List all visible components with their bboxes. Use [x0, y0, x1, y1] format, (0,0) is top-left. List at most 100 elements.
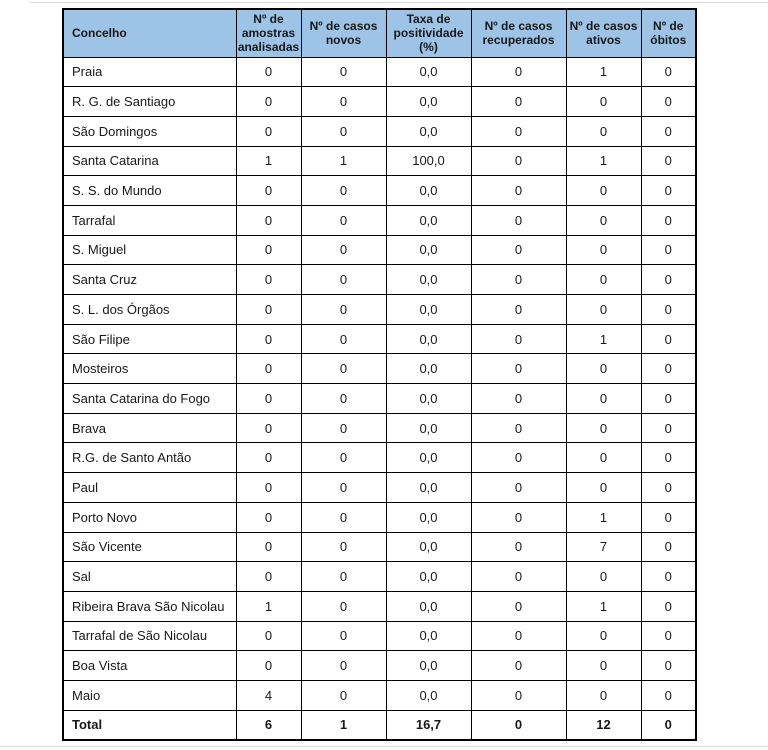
value-cell: 0: [470, 650, 567, 681]
value-cell: 0: [640, 145, 697, 177]
concelho-cell: São Domingos: [62, 115, 237, 147]
table-header-row: Concelho Nº de amostras analisadas Nº de…: [62, 8, 697, 58]
value-cell: 0: [640, 383, 697, 414]
table-row: Santa Cruz 0 0 0,0 0 0 0: [62, 264, 697, 295]
column-header-casos-novos: Nº de casos novos: [300, 8, 387, 58]
value-cell: 0,0: [385, 353, 472, 385]
concelho-cell: Boa Vista: [62, 650, 237, 681]
page-edge-line-bottom: [0, 746, 768, 747]
value-cell: 0: [565, 442, 642, 474]
value-cell: 1: [565, 145, 642, 177]
value-cell: 0: [235, 86, 302, 117]
value-cell: 0: [300, 115, 387, 147]
value-cell: 0,0: [385, 234, 472, 266]
value-cell: 0: [300, 472, 387, 503]
value-cell: 0: [640, 442, 697, 474]
value-cell: 0: [640, 561, 697, 592]
concelho-cell: Praia: [62, 56, 237, 88]
value-cell: 0: [470, 264, 567, 295]
value-cell: 0: [300, 175, 387, 206]
value-cell: 0,0: [385, 175, 472, 206]
value-cell: 0: [470, 234, 567, 266]
value-cell: 0,0: [385, 679, 472, 711]
value-cell: 0,0: [385, 86, 472, 117]
value-cell: 0: [640, 234, 697, 266]
value-cell: 0: [470, 383, 567, 414]
value-cell: 0: [640, 323, 697, 355]
value-cell: 0: [470, 115, 567, 147]
value-cell: 0: [300, 561, 387, 592]
table-row: Santa Catarina 1 1 100,0 0 1 0: [62, 145, 697, 177]
value-cell: 0: [640, 353, 697, 385]
value-cell: 4: [235, 679, 302, 711]
concelho-cell: Porto Novo: [62, 501, 237, 533]
value-cell: 6: [235, 709, 302, 741]
value-cell: 0: [235, 383, 302, 414]
value-cell: 0: [235, 175, 302, 206]
concelho-cell: Santa Cruz: [62, 264, 237, 295]
concelho-cell: Tarrafal de São Nicolau: [62, 620, 237, 652]
value-cell: 0: [300, 323, 387, 355]
value-cell: 0: [470, 353, 567, 385]
concelho-cell: Tarrafal: [62, 204, 237, 236]
value-cell: 0,0: [385, 442, 472, 474]
value-cell: 100,0: [385, 145, 472, 177]
table-row: Sal 0 0 0,0 0 0 0: [62, 561, 697, 592]
value-cell: 0: [470, 56, 567, 88]
value-cell: 0: [300, 204, 387, 236]
concelho-cell: Sal: [62, 561, 237, 592]
value-cell: 0: [235, 234, 302, 266]
value-cell: 0,0: [385, 531, 472, 563]
value-cell: 0: [640, 650, 697, 681]
value-cell: 0: [565, 679, 642, 711]
value-cell: 0: [640, 709, 697, 741]
value-cell: 0: [300, 86, 387, 117]
value-cell: 0: [640, 294, 697, 325]
table-row: Ribeira Brava São Nicolau 1 0 0,0 0 1 0: [62, 590, 697, 622]
table-row: São Filipe 0 0 0,0 0 1 0: [62, 323, 697, 355]
value-cell: 0: [640, 472, 697, 503]
value-cell: 0: [640, 679, 697, 711]
value-cell: 1: [565, 56, 642, 88]
value-cell: 0: [235, 531, 302, 563]
covid-municipality-table: Concelho Nº de amostras analisadas Nº de…: [62, 8, 697, 741]
value-cell: 0: [470, 531, 567, 563]
value-cell: 0,0: [385, 501, 472, 533]
table-row: Boa Vista 0 0 0,0 0 0 0: [62, 650, 697, 681]
value-cell: 16,7: [385, 709, 472, 741]
value-cell: 0: [470, 501, 567, 533]
value-cell: 0: [470, 620, 567, 652]
value-cell: 0: [300, 412, 387, 444]
value-cell: 0: [300, 383, 387, 414]
value-cell: 0: [565, 353, 642, 385]
value-cell: 0,0: [385, 590, 472, 622]
concelho-cell: Maio: [62, 679, 237, 711]
value-cell: 0: [300, 56, 387, 88]
table-row: São Domingos 0 0 0,0 0 0 0: [62, 115, 697, 147]
value-cell: 0,0: [385, 323, 472, 355]
concelho-cell: S. S. do Mundo: [62, 175, 237, 206]
value-cell: 0: [300, 679, 387, 711]
table-row: Paul 0 0 0,0 0 0 0: [62, 472, 697, 503]
table-row: S. L. dos Órgãos 0 0 0,0 0 0 0: [62, 294, 697, 325]
value-cell: 0: [565, 264, 642, 295]
concelho-cell: R.G. de Santo Antão: [62, 442, 237, 474]
value-cell: 0: [235, 294, 302, 325]
value-cell: 0: [565, 86, 642, 117]
column-header-ativos: Nº de casos ativos: [565, 8, 642, 58]
value-cell: 0,0: [385, 620, 472, 652]
column-header-concelho: Concelho: [62, 8, 237, 58]
value-cell: 0: [565, 175, 642, 206]
value-cell: 0,0: [385, 412, 472, 444]
value-cell: 0: [300, 234, 387, 266]
column-header-taxa-positividade: Taxa de positividade (%): [385, 8, 472, 58]
value-cell: 0: [235, 56, 302, 88]
value-cell: 0: [640, 531, 697, 563]
concelho-cell: Mosteiros: [62, 353, 237, 385]
table-row: Maio 4 0 0,0 0 0 0: [62, 679, 697, 711]
concelho-cell: R. G. de Santiago: [62, 86, 237, 117]
value-cell: 0: [470, 175, 567, 206]
value-cell: 0: [235, 323, 302, 355]
table-row: Tarrafal de São Nicolau 0 0 0,0 0 0 0: [62, 620, 697, 652]
